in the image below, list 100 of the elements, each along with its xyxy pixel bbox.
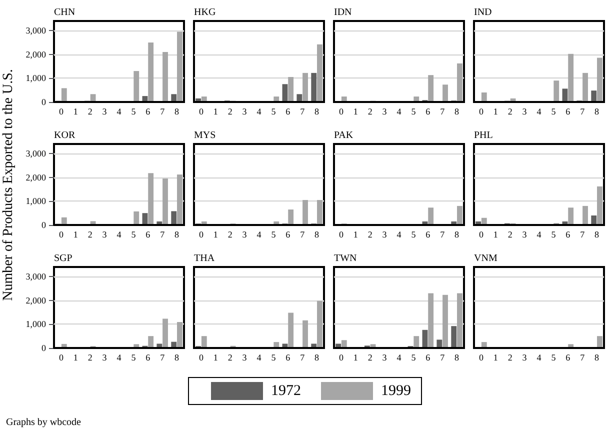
chart-title: MYS [194,130,216,141]
x-tick-label: 4 [396,230,402,240]
x-tick-label: 5 [411,106,416,116]
x-tick-label: 0 [58,230,64,240]
y-tick-label: 0 [42,343,46,353]
x-tick-label: 7 [580,352,586,362]
x-tick-label: 2 [228,352,232,362]
x-tick-label: 7 [160,106,166,116]
x-tick-label: 5 [271,106,276,116]
x-tick-label: 2 [88,352,92,362]
x-tick-label: 7 [300,352,306,362]
x-tick-label: 7 [440,230,446,240]
x-tick-label: 4 [536,352,542,362]
x-tick-label: 2 [368,106,372,116]
y-tick-label: 0 [42,97,46,107]
x-tick-label: 4 [116,106,122,116]
x-tick-label: 5 [271,230,276,240]
chart-title: KOR [54,130,76,141]
x-tick-label: 7 [580,106,586,116]
x-tick-label: 8 [314,106,320,116]
x-tick-label: 3 [242,352,248,362]
x-tick-label: 3 [522,352,528,362]
x-tick-label: 8 [174,106,180,116]
x-tick-label: 3 [102,106,108,116]
x-tick-label: 8 [454,106,460,116]
x-tick-label: 8 [454,230,460,240]
x-tick-label: 1 [213,352,218,362]
x-tick-label: 2 [228,106,232,116]
x-tick-label: 0 [338,352,344,362]
x-tick-label: 4 [116,352,122,362]
chart-title: IND [474,7,492,18]
chart-title: THA [194,253,216,264]
y-tick-label: 2,000 [26,295,46,306]
x-tick-label: 2 [228,230,232,240]
x-tick-label: 4 [256,230,262,240]
x-tick-label: 2 [508,230,512,240]
x-tick-label: 3 [522,230,528,240]
x-tick-label: 5 [131,230,136,240]
x-tick-label: 5 [131,106,136,116]
legend-label: 1972 [271,382,301,400]
x-tick-label: 1 [213,230,218,240]
x-tick-label: 3 [382,352,388,362]
x-tick-label: 8 [314,230,320,240]
x-tick-label: 5 [411,352,416,362]
x-tick-label: 0 [58,106,64,116]
x-tick-label: 0 [478,352,484,362]
x-tick-label: 4 [536,106,542,116]
chart-title: VNM [474,253,498,264]
x-tick-label: 3 [382,230,388,240]
x-tick-label: 6 [146,352,151,362]
x-tick-label: 0 [478,230,484,240]
x-tick-label: 0 [58,352,64,362]
x-tick-label: 6 [426,352,431,362]
x-tick-label: 2 [368,230,372,240]
y-tick-label: 1,000 [26,196,46,206]
x-tick-label: 6 [426,230,431,240]
y-axis-title: Number of Products Exported to the U.S. [1,69,17,301]
x-tick-label: 6 [426,106,431,116]
x-tick-label: 7 [580,230,586,240]
x-tick-label: 1 [493,352,498,362]
y-tick-label: 0 [42,220,46,230]
x-tick-label: 2 [88,230,92,240]
x-tick-label: 6 [146,106,151,116]
x-tick-label: 0 [198,230,204,240]
x-tick-label: 1 [353,230,358,240]
chart-title: TWN [334,253,357,264]
y-tick-label: 3,000 [26,272,46,282]
x-tick-label: 0 [198,106,204,116]
y-tick-label: 1,000 [26,73,46,84]
chart-title: SGP [54,253,73,264]
x-tick-label: 5 [551,230,556,240]
x-tick-label: 6 [146,230,151,240]
x-tick-label: 6 [286,230,291,240]
x-tick-label: 1 [493,106,498,116]
x-tick-label: 8 [594,352,600,362]
chart-title: HKG [194,7,216,18]
x-tick-label: 8 [454,352,460,362]
x-tick-label: 7 [440,352,446,362]
x-tick-label: 8 [314,352,320,362]
x-tick-label: 7 [300,106,306,116]
x-tick-label: 4 [256,352,262,362]
x-tick-label: 5 [131,352,136,362]
x-tick-label: 1 [493,230,498,240]
x-tick-label: 4 [116,230,122,240]
x-tick-label: 0 [338,230,344,240]
y-tick-label: 3,000 [26,26,46,36]
x-tick-label: 5 [411,230,416,240]
x-tick-label: 0 [478,106,484,116]
x-tick-label: 8 [594,106,600,116]
x-tick-label: 6 [566,230,571,240]
chart-title: IDN [334,7,352,18]
x-tick-label: 3 [102,352,108,362]
y-tick-label: 1,000 [26,319,46,330]
x-tick-label: 4 [396,106,402,116]
x-tick-label: 5 [551,106,556,116]
x-tick-label: 6 [566,106,571,116]
y-tick-label: 2,000 [26,172,46,182]
x-tick-label: 8 [594,230,600,240]
chart-title: CHN [54,7,76,18]
y-tick-label: 3,000 [26,148,46,159]
